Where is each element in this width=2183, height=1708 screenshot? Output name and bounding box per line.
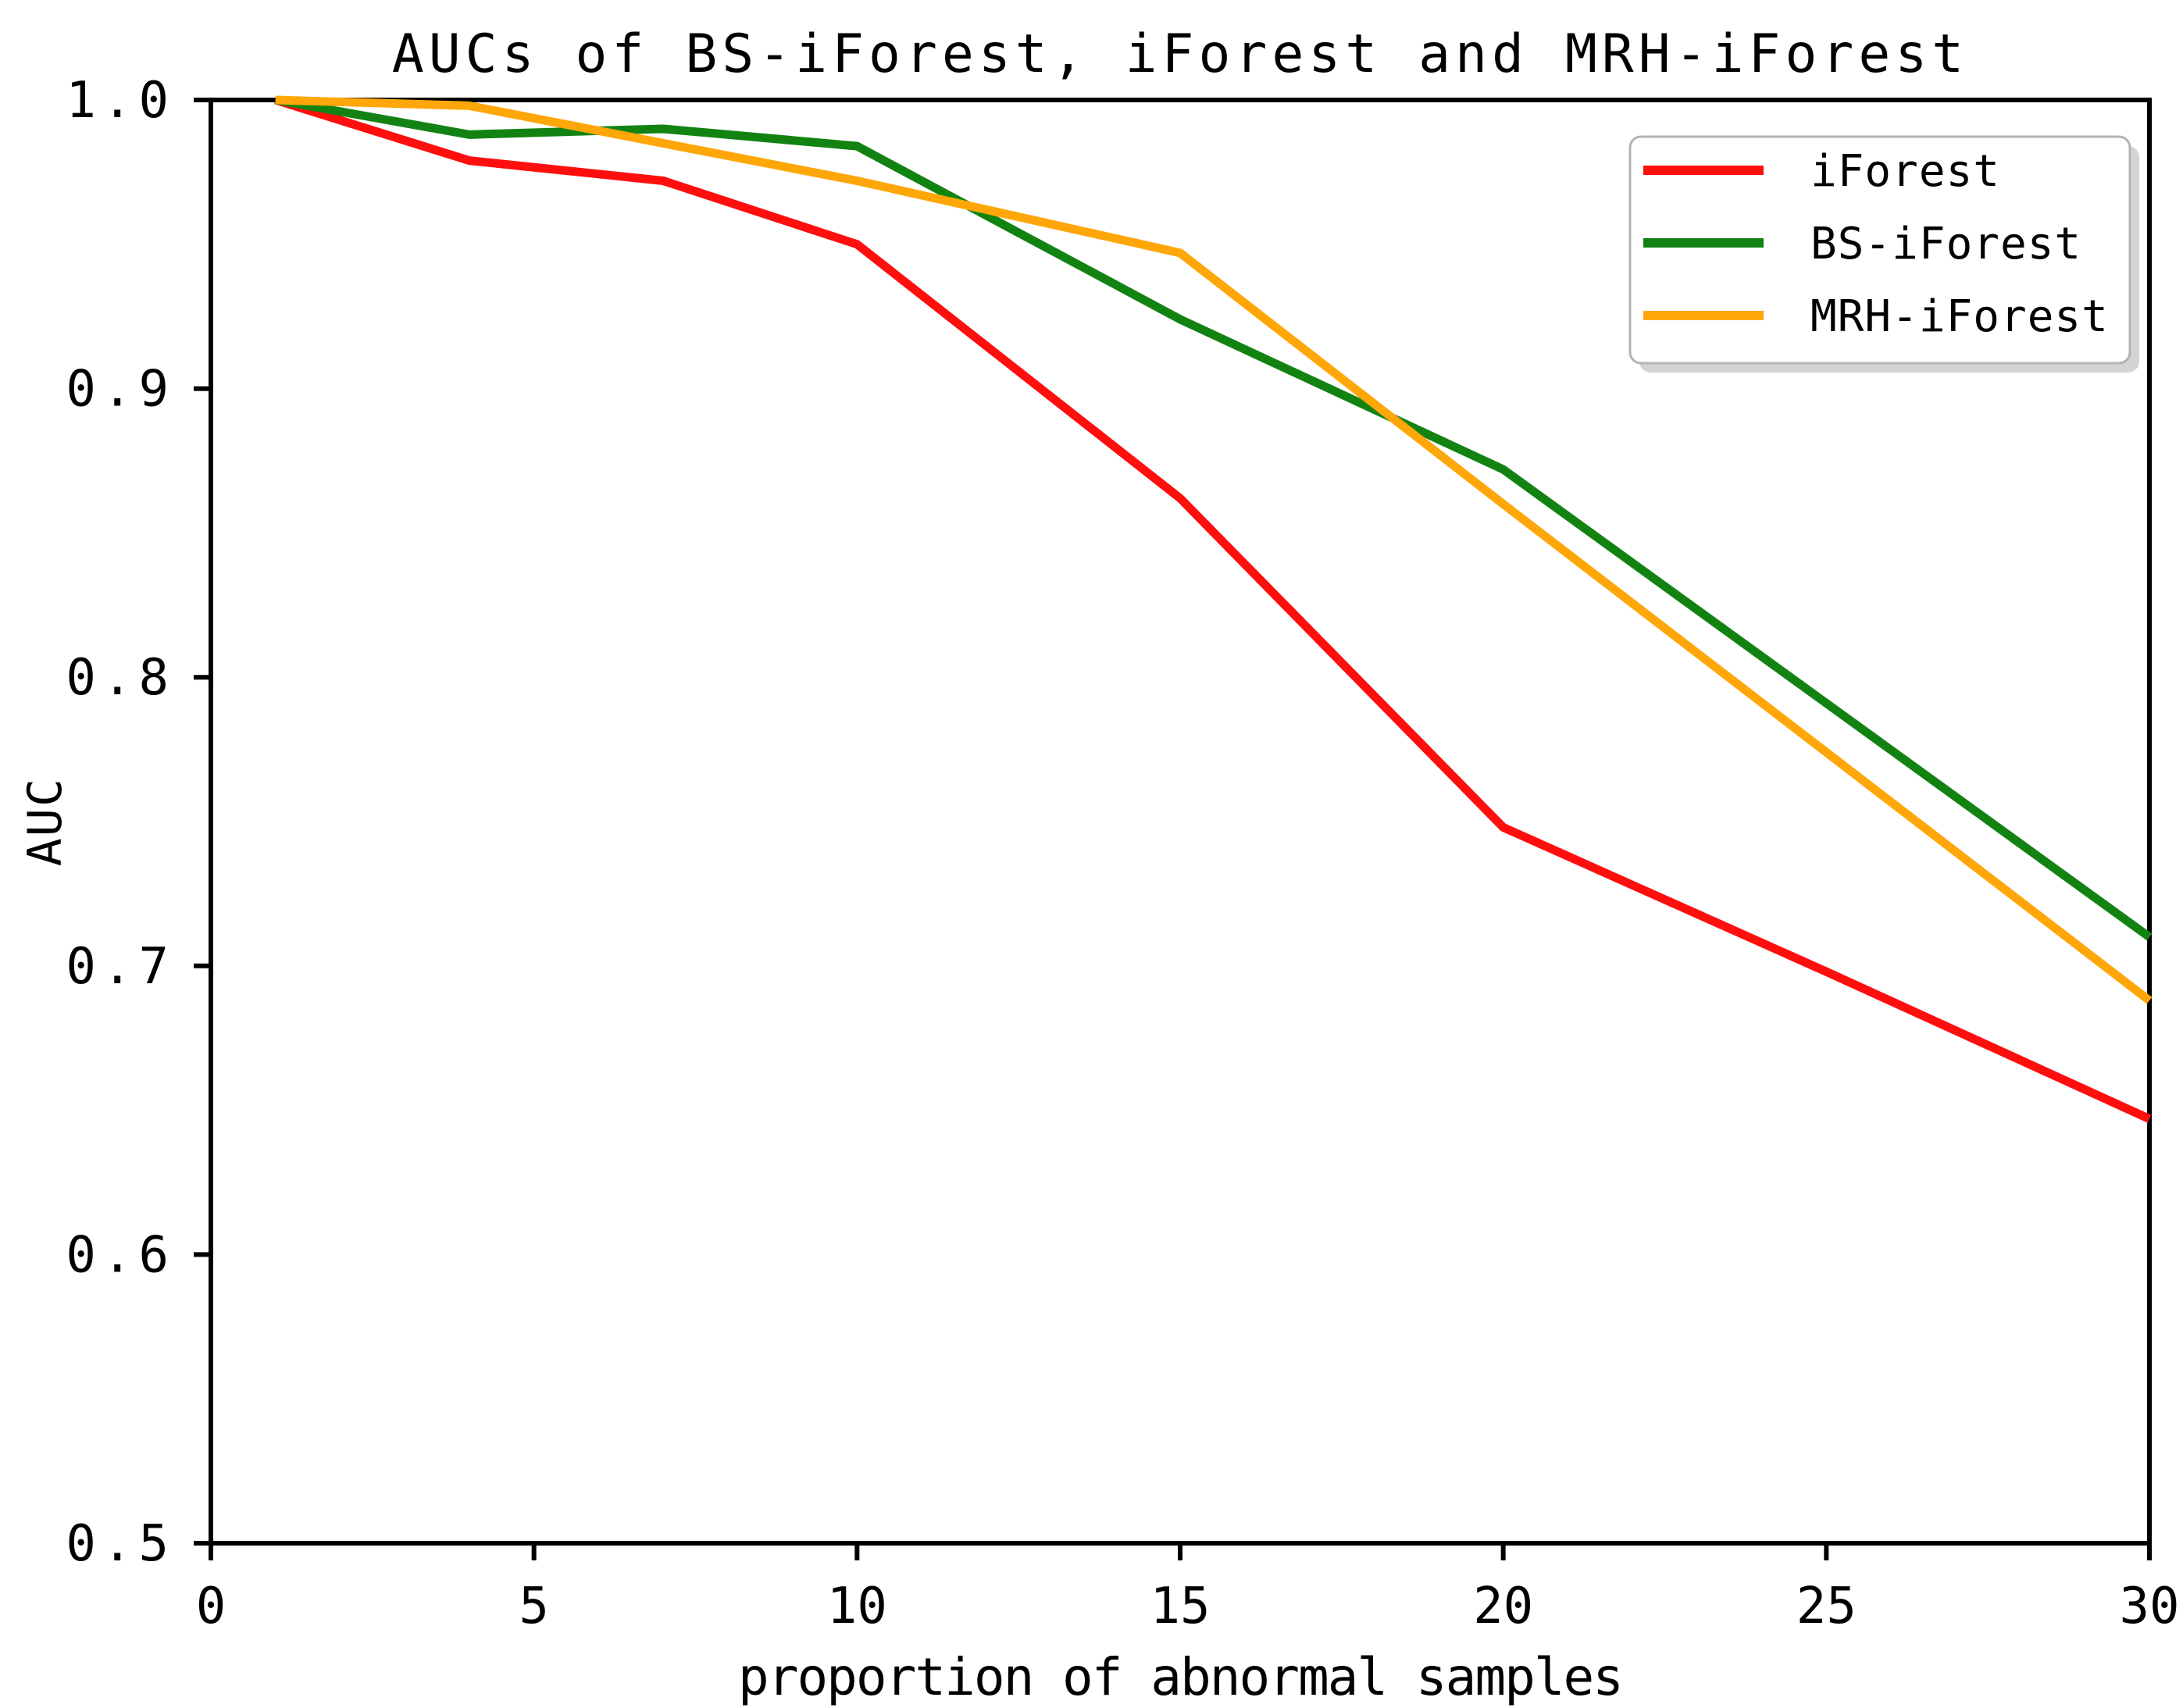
y-tick-marks (194, 98, 211, 1546)
x-tick-marks (209, 1543, 2152, 1560)
series-line-iforest (274, 95, 2152, 1123)
y-tick-labels: 1.0 0.9 0.8 0.7 0.6 0.5 (66, 72, 175, 1573)
x-tick-labels: 0 5 10 15 20 25 30 (196, 1578, 2180, 1635)
y-tick-label: 0.7 (66, 938, 175, 996)
x-tick-label: 15 (1150, 1578, 1210, 1635)
legend-label-mrh-iforest: MRH-iForest (1810, 291, 2109, 342)
x-tick-label: 30 (2119, 1578, 2179, 1635)
series-line-mrh-iforest (275, 95, 2153, 1004)
y-tick-label: 1.0 (66, 72, 175, 130)
x-tick-label: 25 (1796, 1578, 1857, 1635)
legend-label-iforest: iForest (1810, 146, 2000, 197)
x-tick-label: 5 (519, 1578, 549, 1635)
chart-title: AUCs of BS-iForest, iForest and MRH-iFor… (392, 23, 1968, 85)
x-axis-label: proportion of abnormal samples (738, 1647, 1622, 1707)
y-axis-label: AUC (18, 777, 73, 866)
series-line-bs-iforest (274, 95, 2153, 941)
series-lines (274, 95, 2153, 1123)
y-tick-label: 0.6 (66, 1226, 175, 1284)
x-tick-label: 0 (196, 1578, 227, 1635)
y-tick-label: 0.5 (66, 1515, 175, 1573)
legend-box (1628, 135, 2131, 365)
legend: iForest BS-iForest MRH-iForest (1628, 135, 2139, 373)
x-tick-label: 20 (1473, 1578, 1533, 1635)
y-tick-label: 0.8 (66, 649, 175, 707)
legend-label-bs-iforest: BS-iForest (1810, 219, 2081, 269)
x-tick-label: 10 (827, 1578, 887, 1635)
y-tick-label: 0.9 (66, 361, 175, 419)
